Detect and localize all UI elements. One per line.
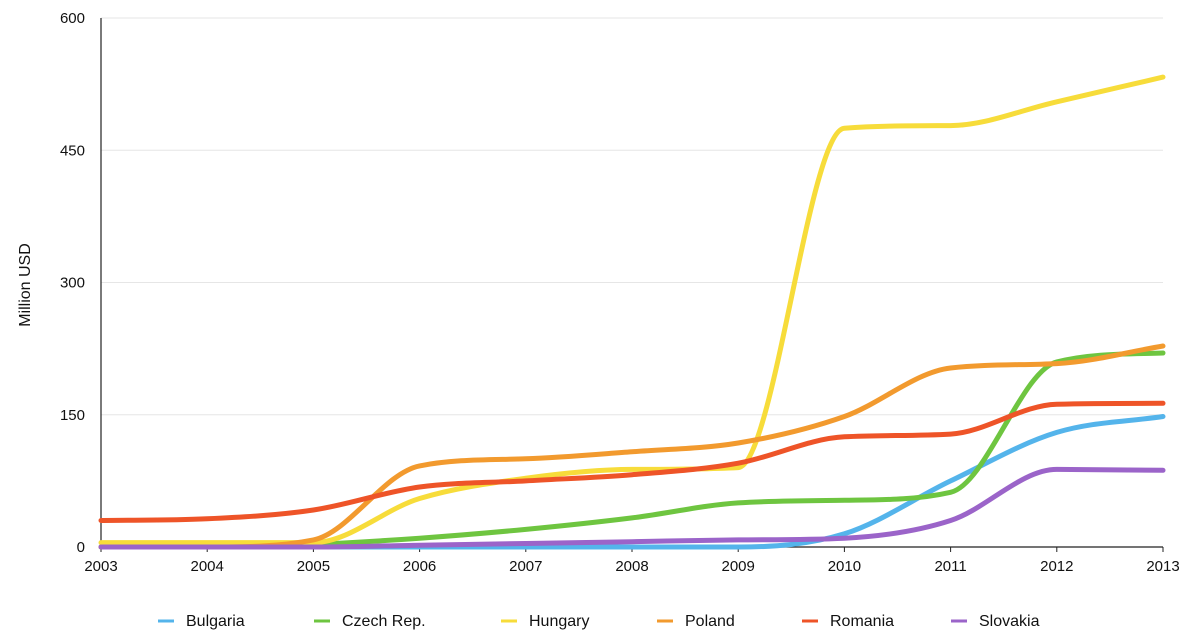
x-tick-label: 2007 [509,558,542,575]
legend-label-czech-rep: Czech Rep. [342,613,426,630]
x-tick-label: 2010 [828,558,861,575]
legend-label-hungary: Hungary [529,613,589,630]
x-tick-labels: 2003 2004 2005 2006 2007 2008 2009 2010 2011 2012… [84,547,1180,575]
x-tick-label: 2009 [722,558,755,575]
legend-label-poland: Poland [685,613,735,630]
legend: Bulgaria Czech Rep. Hungary Poland Romania Sl… [158,613,1040,630]
series-line-poland [98,343,1166,550]
series-line-slovakia [98,466,1166,550]
series-lines [98,74,1166,550]
x-tick-label: 2012 [1040,558,1073,575]
y-tick-label: 150 [60,407,85,424]
y-tick-label: 600 [60,10,85,27]
series-line-bulgaria [98,414,1166,550]
y-tick-label: 300 [60,275,85,292]
y-axis-label: Million USD [17,243,34,327]
y-tick-labels: 0 150 300 450 600 [60,10,85,556]
legend-label-romania: Romania [830,613,894,630]
gridlines [101,17,1163,416]
series-line-romania [98,400,1166,523]
x-tick-label: 2004 [191,558,224,575]
x-tick-label: 2013 [1146,558,1179,575]
legend-label-slovakia: Slovakia [979,613,1040,630]
x-tick-label: 2005 [297,558,330,575]
legend-label-bulgaria: Bulgaria [186,613,245,630]
x-tick-label: 2008 [615,558,648,575]
x-tick-label: 2006 [403,558,436,575]
x-tick-label: 2003 [84,558,117,575]
y-tick-label: 0 [77,539,85,556]
x-tick-label: 2011 [934,558,966,575]
y-tick-label: 450 [60,142,85,159]
